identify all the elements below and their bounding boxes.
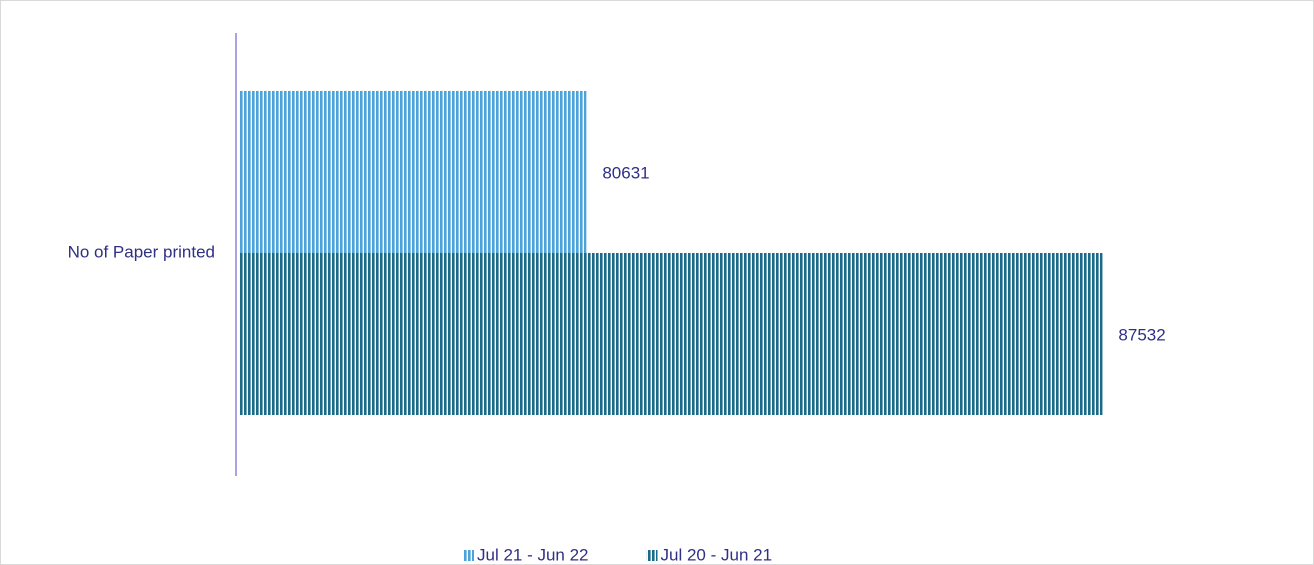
data-label: 80631 (602, 163, 649, 182)
data-label: 87532 (1118, 325, 1165, 344)
bar (240, 91, 587, 253)
bar (240, 253, 1103, 415)
legend-label: Jul 21 - Jun 22 (477, 545, 589, 564)
y-tick-label: No of Paper printed (68, 242, 215, 261)
legend-swatch (646, 550, 658, 561)
legend-swatch (463, 550, 474, 561)
legend-label: Jul 20 - Jun 21 (661, 545, 773, 564)
